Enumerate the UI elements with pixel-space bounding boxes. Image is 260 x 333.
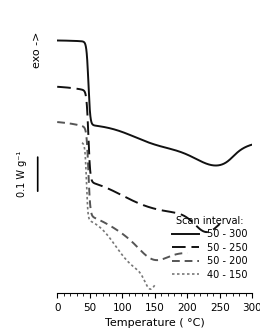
Legend: 50 - 300, 50 - 250, 50 - 200, 40 - 150: 50 - 300, 50 - 250, 50 - 200, 40 - 150	[172, 216, 247, 280]
X-axis label: Temperature ( °C): Temperature ( °C)	[105, 318, 205, 328]
Text: 0.1 W g⁻¹: 0.1 W g⁻¹	[17, 151, 27, 197]
Text: exo ->: exo ->	[32, 31, 42, 68]
